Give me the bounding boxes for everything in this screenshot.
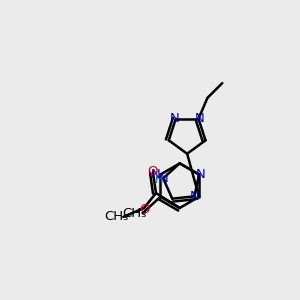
Text: N: N [158,172,168,185]
Text: H: H [155,175,163,185]
Text: N: N [190,190,199,203]
Text: N: N [195,112,205,125]
Text: CH₃: CH₃ [104,210,129,224]
Text: N: N [169,112,179,125]
Text: N: N [196,168,206,181]
Text: O: O [139,203,149,216]
Text: N: N [151,168,161,181]
Text: O: O [148,165,158,178]
Text: CH₃: CH₃ [122,207,146,220]
